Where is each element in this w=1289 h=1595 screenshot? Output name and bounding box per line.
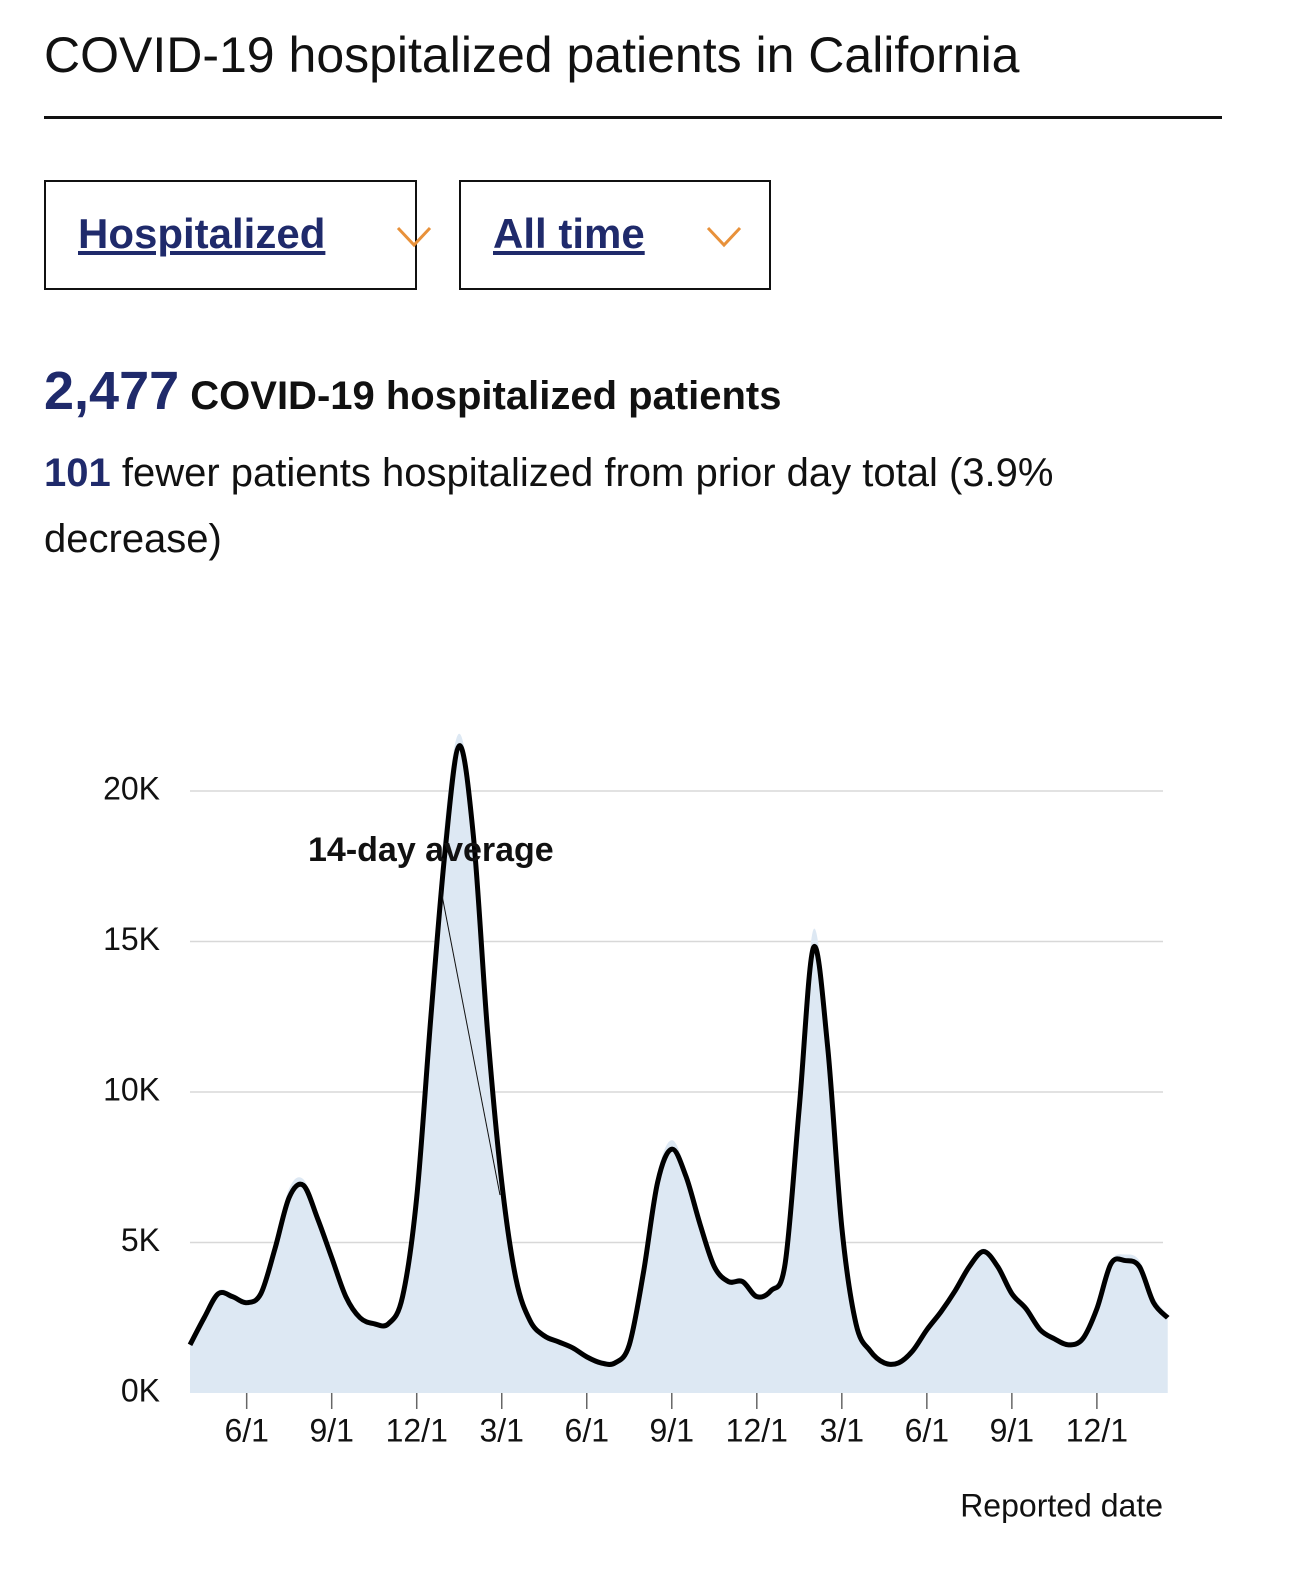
x-tick-label: 9/1 [650, 1412, 694, 1448]
chevron [706, 226, 742, 248]
daily-area [190, 733, 1168, 1393]
metric-dropdown[interactable]: Hospitalized [44, 180, 432, 290]
x-tick-label: 9/1 [309, 1412, 353, 1448]
chevron [396, 226, 432, 248]
x-tick-label: 6/1 [565, 1412, 609, 1448]
y-tick-label: 20K [103, 770, 160, 806]
x-tick-label: 9/1 [990, 1412, 1034, 1448]
count-label: COVID-19 hospitalized patients [190, 374, 782, 418]
dropdown-label[interactable]: Hospitalized [78, 210, 326, 257]
divider [44, 116, 1222, 119]
annotation: 14-day average [308, 831, 554, 869]
range-dropdown[interactable]: All time [459, 180, 771, 290]
dropdown-label[interactable]: All time [493, 210, 645, 257]
x-axis-label: Reported date [960, 1487, 1163, 1523]
x-tick-label: 12/1 [1066, 1412, 1128, 1448]
x-tick-label: 6/1 [905, 1412, 949, 1448]
y-tick-label: 10K [103, 1071, 160, 1107]
count: 2,477 [44, 361, 180, 421]
summary: 2,477 COVID-19 hospitalized patients [44, 360, 781, 422]
y-tick-label: 15K [103, 921, 160, 957]
change: 101 fewer patients hospitalized from pri… [44, 440, 1214, 572]
x-tick-label: 3/1 [820, 1412, 864, 1448]
change-value: 101 [44, 451, 111, 495]
average-line [187, 743, 1170, 1367]
x-tick-label: 12/1 [726, 1412, 788, 1448]
x-tick-label: 6/1 [224, 1412, 268, 1448]
page-title: COVID-19 hospitalized patients in Califo… [44, 27, 1020, 83]
x-tick-label: 12/1 [386, 1412, 448, 1448]
change-text: fewer patients hospitalized from prior d… [44, 451, 1054, 561]
x-tick-label: 3/1 [479, 1412, 523, 1448]
y-tick-label: 0K [121, 1372, 160, 1408]
annotation-pointer [440, 889, 501, 1196]
y-tick-label: 5K [121, 1222, 160, 1258]
